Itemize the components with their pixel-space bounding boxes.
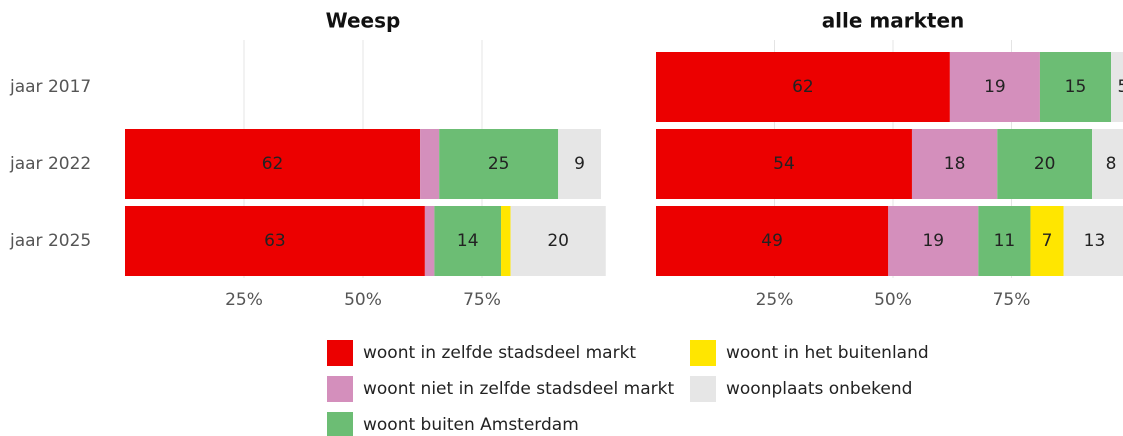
data-label: 11	[994, 231, 1016, 251]
data-label: 7	[1042, 231, 1053, 251]
bar-segment	[656, 206, 889, 276]
legend-label: woonplaats onbekend	[726, 379, 912, 399]
bar-segment	[439, 129, 559, 199]
x-tick-label: 75%	[993, 290, 1031, 310]
data-label: 63	[264, 231, 286, 251]
data-label: 19	[922, 231, 944, 251]
data-label: 9	[574, 154, 585, 174]
legend-swatch	[327, 340, 353, 366]
bar-segment	[997, 129, 1093, 199]
y-tick-label: jaar 2025	[9, 231, 91, 251]
data-label: 13	[1084, 231, 1106, 251]
bar-segment	[420, 129, 440, 199]
data-label: 18	[944, 154, 966, 174]
bar-segment	[434, 206, 502, 276]
data-label: 20	[1034, 154, 1056, 174]
data-label: 25	[488, 154, 510, 174]
bar-segment	[125, 206, 425, 276]
bar-segment	[949, 52, 1040, 122]
bar-segment	[510, 206, 606, 276]
data-label: 19	[984, 77, 1006, 97]
legend-label: woont niet in zelfde stadsdeel markt	[363, 379, 674, 399]
bar-segment	[1092, 129, 1123, 199]
y-tick-label: jaar 2022	[9, 154, 91, 174]
legend-swatch	[690, 376, 716, 402]
data-label: 8	[1106, 154, 1117, 174]
bar-segment	[1111, 52, 1123, 122]
legend-label: woont buiten Amsterdam	[363, 415, 579, 435]
legend-swatch	[327, 412, 353, 436]
data-label: 49	[761, 231, 783, 251]
bar-segment	[978, 206, 1031, 276]
legend-swatch	[690, 340, 716, 366]
bar-segment	[656, 52, 950, 122]
x-tick-label: 50%	[874, 290, 912, 310]
legend-swatch	[327, 376, 353, 402]
legend-label: woont in het buitenland	[726, 343, 929, 363]
legend-label: woont in zelfde stadsdeel markt	[363, 343, 636, 363]
bar-segment	[656, 129, 912, 199]
x-tick-label: 75%	[463, 290, 501, 310]
x-tick-label: 25%	[756, 290, 794, 310]
bar-segment	[125, 129, 421, 199]
y-tick-label: jaar 2017	[9, 77, 91, 97]
bar-segment	[424, 206, 435, 276]
chart-title: Weesp	[326, 9, 401, 33]
data-label: 62	[792, 77, 814, 97]
bar-segment	[911, 129, 998, 199]
data-label: 15	[1065, 77, 1087, 97]
x-tick-label: 50%	[344, 290, 382, 310]
chart-title: alle markten	[822, 9, 965, 33]
bar-segment	[558, 129, 601, 199]
data-label: 14	[457, 231, 479, 251]
bar-segment	[1063, 206, 1123, 276]
bar-segment	[888, 206, 979, 276]
data-label: 62	[262, 154, 284, 174]
bar-segment	[1039, 52, 1112, 122]
data-label: 20	[547, 231, 569, 251]
bar-segment	[1030, 206, 1064, 276]
data-label: 54	[773, 154, 795, 174]
data-label: 5	[1117, 77, 1123, 97]
x-tick-label: 25%	[225, 290, 263, 310]
bar-segment	[501, 206, 511, 276]
